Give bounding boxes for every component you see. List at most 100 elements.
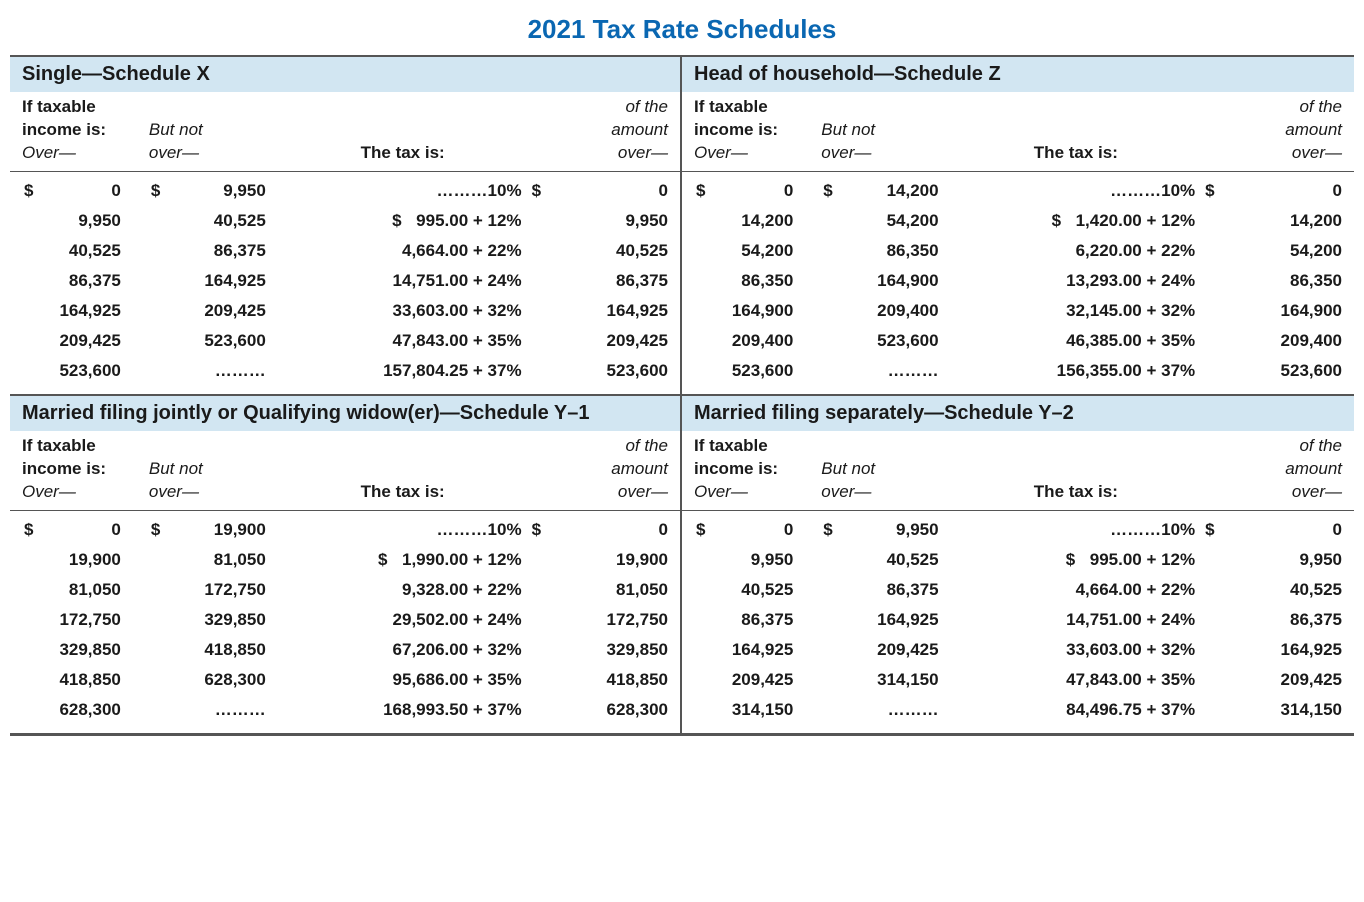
cell-ofamt: 164,925	[530, 301, 668, 321]
schedule-title: Married filing separately—Schedule Y–2	[682, 396, 1354, 431]
cell-ofamt: 40,525	[1203, 580, 1342, 600]
cell-over: $0	[22, 181, 149, 201]
hdr-tax: The tax is:	[276, 481, 530, 504]
cell-butnot: 209,400	[821, 301, 948, 321]
cell-tax: 156,355.00 + 37%	[949, 361, 1204, 381]
cell-ofamt: 86,375	[1203, 610, 1342, 630]
table-row: 86,375164,92514,751.00 + 24%86,375	[694, 605, 1342, 635]
cell-butnot: 628,300	[149, 670, 276, 690]
column-headers: If taxable income is: Over— But not over…	[682, 92, 1354, 172]
cell-tax: ………10%	[276, 520, 530, 540]
cell-over: 209,425	[22, 331, 149, 351]
cell-tax: 47,843.00 + 35%	[949, 670, 1204, 690]
cell-tax: $995.00 + 12%	[949, 550, 1204, 570]
table-row: 14,20054,200$1,420.00 + 12%14,200	[694, 206, 1342, 236]
cell-over: 172,750	[22, 610, 149, 630]
table-row: 40,52586,3754,664.00 + 22%40,525	[694, 575, 1342, 605]
cell-tax: 13,293.00 + 24%	[949, 271, 1204, 291]
schedule-mfs: Married filing separately—Schedule Y–2 I…	[682, 394, 1354, 733]
cell-ofamt: 86,350	[1203, 271, 1342, 291]
cell-tax: 33,603.00 + 32%	[276, 301, 530, 321]
cell-over: 523,600	[694, 361, 821, 381]
cell-tax: 14,751.00 + 24%	[949, 610, 1204, 630]
hdr-over: If taxable income is: Over—	[22, 96, 149, 165]
cell-butnot: $9,950	[821, 520, 948, 540]
cell-butnot: $9,950	[149, 181, 276, 201]
cell-over: $0	[694, 520, 821, 540]
cell-ofamt: 9,950	[530, 211, 668, 231]
cell-ofamt: 14,200	[1203, 211, 1342, 231]
cell-ofamt: 9,950	[1203, 550, 1342, 570]
cell-ofamt: 172,750	[530, 610, 668, 630]
column-headers: If taxable income is: Over— But not over…	[10, 431, 680, 511]
cell-tax: 168,993.50 + 37%	[276, 700, 530, 720]
cell-butnot: 86,350	[821, 241, 948, 261]
cell-ofamt: 40,525	[530, 241, 668, 261]
cell-tax: 4,664.00 + 22%	[949, 580, 1204, 600]
hdr-over: If taxable income is: Over—	[694, 435, 821, 504]
cell-over: 418,850	[22, 670, 149, 690]
cell-tax: 4,664.00 + 22%	[276, 241, 530, 261]
hdr-over: If taxable income is: Over—	[694, 96, 821, 165]
cell-over: 209,400	[694, 331, 821, 351]
cell-ofamt: 86,375	[530, 271, 668, 291]
schedule-rows: $0$9,950………10%$09,95040,525$995.00 + 12%…	[10, 172, 680, 394]
cell-butnot: 209,425	[821, 640, 948, 660]
cell-butnot: 172,750	[149, 580, 276, 600]
cell-ofamt: 164,900	[1203, 301, 1342, 321]
hdr-tax: The tax is:	[949, 142, 1204, 165]
cell-over: 86,375	[694, 610, 821, 630]
cell-over: 14,200	[694, 211, 821, 231]
cell-butnot: 418,850	[149, 640, 276, 660]
cell-over: 329,850	[22, 640, 149, 660]
cell-butnot: 40,525	[149, 211, 276, 231]
cell-ofamt: $0	[530, 181, 668, 201]
cell-butnot: $19,900	[149, 520, 276, 540]
table-row: 54,20086,3506,220.00 + 22%54,200	[694, 236, 1342, 266]
table-row: 628,300………168,993.50 + 37%628,300	[22, 695, 668, 725]
cell-tax: 95,686.00 + 35%	[276, 670, 530, 690]
schedule-single: Single—Schedule X If taxable income is: …	[10, 57, 682, 394]
cell-butnot: ………	[821, 700, 948, 720]
hdr-ofamt: of the amount over—	[530, 435, 668, 504]
cell-butnot: 523,600	[821, 331, 948, 351]
cell-ofamt: 523,600	[1203, 361, 1342, 381]
table-row: 209,400523,60046,385.00 + 35%209,400	[694, 326, 1342, 356]
cell-ofamt: 418,850	[530, 670, 668, 690]
schedule-rows: $0$14,200………10%$014,20054,200$1,420.00 +…	[682, 172, 1354, 394]
cell-over: 9,950	[694, 550, 821, 570]
table-row: 164,925209,42533,603.00 + 32%164,925	[22, 296, 668, 326]
hdr-butnot: But not over—	[149, 458, 276, 504]
cell-tax: $1,420.00 + 12%	[949, 211, 1204, 231]
cell-butnot: 86,375	[149, 241, 276, 261]
cell-butnot: 164,925	[821, 610, 948, 630]
cell-butnot: 523,600	[149, 331, 276, 351]
schedule-rows: $0$19,900………10%$019,90081,050$1,990.00 +…	[10, 511, 680, 733]
table-row: 523,600………157,804.25 + 37%523,600	[22, 356, 668, 386]
cell-over: 86,375	[22, 271, 149, 291]
cell-ofamt: 209,425	[530, 331, 668, 351]
cell-tax: 46,385.00 + 35%	[949, 331, 1204, 351]
table-row: $0$19,900………10%$0	[22, 515, 668, 545]
cell-tax: 157,804.25 + 37%	[276, 361, 530, 381]
table-row: 9,95040,525$995.00 + 12%9,950	[694, 545, 1342, 575]
hdr-butnot: But not over—	[821, 458, 948, 504]
hdr-tax: The tax is:	[276, 142, 530, 165]
cell-ofamt: $0	[1203, 520, 1342, 540]
cell-tax: ………10%	[949, 181, 1204, 201]
cell-tax: 33,603.00 + 32%	[949, 640, 1204, 660]
table-row: 19,90081,050$1,990.00 + 12%19,900	[22, 545, 668, 575]
hdr-ofamt: of the amount over—	[1203, 435, 1342, 504]
cell-over: 9,950	[22, 211, 149, 231]
hdr-butnot: But not over—	[821, 119, 948, 165]
cell-tax: 84,496.75 + 37%	[949, 700, 1204, 720]
cell-tax: 29,502.00 + 24%	[276, 610, 530, 630]
table-row: 209,425314,15047,843.00 + 35%209,425	[694, 665, 1342, 695]
cell-tax: $1,990.00 + 12%	[276, 550, 530, 570]
cell-butnot: 86,375	[821, 580, 948, 600]
table-row: $0$14,200………10%$0	[694, 176, 1342, 206]
cell-over: 54,200	[694, 241, 821, 261]
cell-butnot: 209,425	[149, 301, 276, 321]
cell-over: 164,900	[694, 301, 821, 321]
cell-over: 164,925	[694, 640, 821, 660]
